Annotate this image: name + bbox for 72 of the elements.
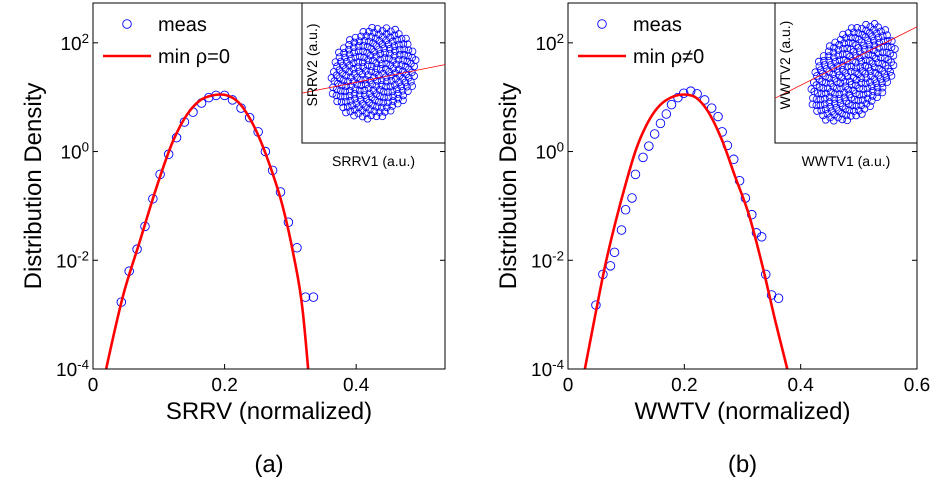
point (284, 218, 294, 228)
point (180, 117, 190, 127)
point (204, 92, 214, 102)
point (132, 244, 142, 254)
annotation: WWTV1 (a.u.) (802, 153, 890, 169)
point (620, 204, 630, 214)
point (228, 95, 238, 105)
point (644, 141, 654, 151)
x-tick-label: 0.4 (787, 375, 814, 396)
point (752, 228, 762, 238)
point (616, 225, 626, 235)
point (591, 300, 601, 310)
y-tick-label: 10$^{0}$ (535, 139, 564, 164)
x-axis-title: SRRV (normalized) (166, 398, 372, 425)
point (774, 294, 784, 304)
point (662, 109, 672, 119)
text: (b) (728, 451, 758, 478)
point (756, 232, 766, 242)
point (276, 187, 286, 197)
point (598, 270, 608, 280)
point (124, 266, 134, 276)
y-tick-label: 10$^{0}$ (60, 139, 89, 164)
point (220, 90, 230, 100)
legend-label: min ρ≠0 (633, 46, 704, 68)
legend-label: meas (633, 14, 682, 36)
annotation: WWTV2 (a.u.) (777, 20, 793, 110)
y-tick-label: 10$^{-4}$ (531, 356, 564, 381)
x-tick-label: 0.6 (904, 375, 930, 396)
x-axis-title: WWTV (normalized) (634, 398, 851, 425)
point (666, 100, 676, 110)
point (740, 193, 750, 203)
point (747, 210, 757, 220)
point (244, 112, 254, 122)
x-tick-label: 0 (88, 375, 98, 396)
annotation: SRRV2 (a.u.) (304, 24, 320, 106)
point (308, 292, 318, 302)
point (268, 166, 278, 176)
x-tick-label: 0.2 (671, 375, 698, 396)
point (713, 112, 723, 122)
y-tick-label: 10$^{-4}$ (56, 356, 89, 381)
annotation: SRRV1 (a.u.) (332, 153, 415, 169)
point (172, 132, 182, 142)
point (140, 222, 150, 232)
point (148, 194, 158, 204)
point (627, 193, 637, 203)
point (606, 261, 616, 271)
y-tick-label: 10$^{2}$ (60, 30, 89, 55)
point (292, 242, 302, 252)
y-tick-label: 10$^{2}$ (535, 30, 564, 55)
point (260, 146, 270, 156)
text: (a) (254, 451, 284, 478)
y-tick-label: 10$^{-2}$ (56, 248, 89, 272)
point (650, 129, 660, 139)
point (164, 150, 174, 160)
y-tick-label: 10$^{-2}$ (531, 248, 564, 272)
y-axis-title: Distribution Density (20, 82, 47, 290)
x-tick-label: 0 (562, 375, 574, 396)
point (734, 176, 744, 186)
point (766, 290, 776, 300)
x-tick-label: 0.4 (342, 375, 370, 396)
point (253, 127, 263, 137)
x-tick-label: 0.2 (211, 375, 238, 396)
point (656, 118, 666, 128)
point (630, 170, 640, 180)
point (116, 297, 126, 307)
point (211, 90, 221, 100)
legend-label: min ρ=0 (158, 46, 230, 68)
point (610, 248, 620, 258)
y-axis-title: Distribution Density (495, 82, 522, 290)
point (155, 170, 165, 180)
point (638, 152, 648, 162)
legend-label: meas (158, 14, 207, 36)
